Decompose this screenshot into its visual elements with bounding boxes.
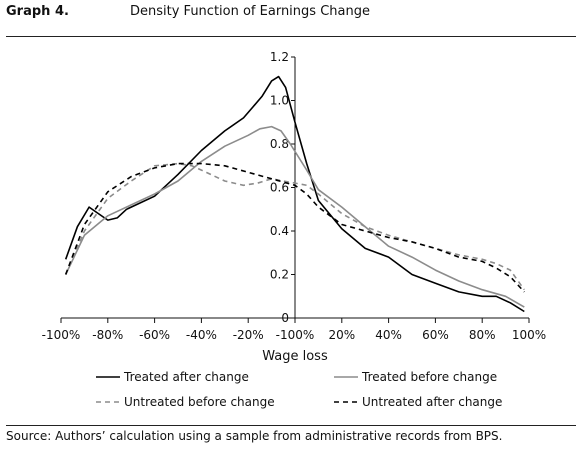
series-line-treated-before-change — [64, 125, 525, 308]
x-tick-label: -20% — [233, 328, 264, 342]
bottom-rule — [6, 425, 576, 426]
legend-label: Treated before change — [361, 370, 497, 384]
y-tick-label: 0.6 — [270, 181, 289, 195]
y-tick-label: 0.8 — [270, 137, 289, 151]
x-tick-label: -80% — [92, 328, 123, 342]
y-tick-label: 0 — [281, 311, 289, 325]
y-tick-label: 0.4 — [270, 224, 289, 238]
axes: -100% -80% -60% -40% -20% -100% 20% 40% 60% 80% 10… — [42, 50, 546, 342]
x-tick-label: 60% — [422, 328, 449, 342]
graph-label: Graph 4. — [6, 4, 69, 19]
x-tick-label: 100% — [512, 328, 546, 342]
x-tick-label: 80% — [469, 328, 496, 342]
series-line-untreated-before-change — [64, 162, 525, 291]
x-tick-label: -100% — [42, 328, 81, 342]
x-axis-title: Wage loss — [262, 349, 328, 364]
x-tick-label: -60% — [139, 328, 170, 342]
y-tick-label: 1.2 — [270, 50, 289, 64]
legend-label: Untreated after change — [362, 395, 502, 409]
x-tick-label: 40% — [375, 328, 402, 342]
series-line-treated-after-change — [64, 75, 525, 313]
y-tick-label: 0.2 — [270, 268, 289, 282]
top-rule — [6, 36, 576, 37]
x-tick-label: -40% — [186, 328, 217, 342]
series-lines — [64, 75, 525, 313]
legend: Treated after change Treated before chang… — [96, 370, 502, 409]
series-line-untreated-after-change — [64, 162, 525, 293]
line-chart: -100% -80% -60% -40% -20% -100% 20% 40% 60% 80% 10… — [42, 50, 546, 409]
legend-label: Treated after change — [123, 370, 249, 384]
chart-title: Density Function of Earnings Change — [130, 4, 370, 19]
x-tick-label: -100% — [276, 328, 315, 342]
x-tick-label: 20% — [328, 328, 355, 342]
y-tick-label: 1.0 — [270, 94, 289, 108]
legend-label: Untreated before change — [124, 395, 275, 409]
source-note: Source: Authors’ calculation using a sam… — [6, 429, 503, 443]
